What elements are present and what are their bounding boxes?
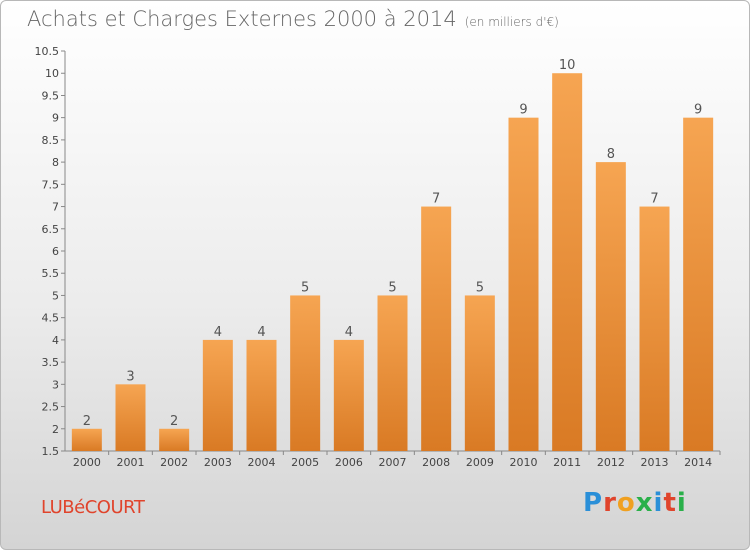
y-tick-label: 2.5 [42,401,60,414]
data-label: 8 [607,147,615,162]
y-tick-label: 9 [52,112,59,125]
data-label: 3 [126,369,134,384]
y-tick-label: 3 [52,378,59,391]
logo-letter: i [676,488,687,518]
location-label: LUBéCOURT [41,497,145,518]
x-tick-label: 2005 [291,456,319,469]
chart-subtitle: (en milliers d'€) [464,15,559,29]
y-tick-label: 10.5 [35,45,60,58]
x-tick-label: 2009 [466,456,494,469]
logo-letter: i [653,488,664,518]
y-tick-label: 8 [52,156,59,169]
x-tick-label: 2010 [510,456,538,469]
y-tick-label: 3.5 [42,356,60,369]
data-label: 9 [694,103,702,118]
y-tick-label: 4.5 [42,312,60,325]
y-tick-label: 1.5 [42,445,60,458]
data-label: 5 [301,280,309,295]
data-label: 7 [432,192,440,207]
x-tick-label: 2003 [204,456,232,469]
logo-letter: P [583,488,604,518]
bar [377,295,408,451]
x-tick-label: 2014 [684,456,712,469]
x-tick-label: 2004 [248,456,276,469]
y-tick-label: 4 [52,334,59,347]
chart-title: Achats et Charges Externes 2000 à 2014 (e… [27,7,559,31]
bar [508,117,539,452]
bar [683,117,714,452]
bar [202,339,233,451]
bar [246,339,277,451]
bar [159,428,190,451]
y-tick-label: 6.5 [42,223,60,236]
y-tick-label: 5.5 [42,267,60,280]
data-label: 7 [650,192,658,207]
x-tick-label: 2011 [553,456,581,469]
y-tick-label: 5 [52,289,59,302]
bar [290,295,321,451]
y-tick-label: 7 [52,201,59,214]
x-tick-label: 2006 [335,456,363,469]
data-label: 2 [170,414,178,429]
x-tick-label: 2008 [422,456,450,469]
data-label: 9 [519,103,527,118]
bar [552,73,583,451]
y-tick-label: 10 [45,67,59,80]
data-label: 2 [83,414,91,429]
logo-letter: x [635,488,654,518]
x-tick-label: 2007 [379,456,407,469]
logo-letter: r [603,488,617,518]
data-label: 5 [476,280,484,295]
bar [71,428,102,451]
bar [639,206,670,451]
x-tick-label: 2001 [117,456,145,469]
bar [595,162,626,451]
data-label: 10 [559,58,576,73]
bar [115,384,146,451]
logo-letter: o [616,488,636,518]
proxiti-logo: Proxiti [583,488,687,518]
data-label: 5 [388,280,396,295]
y-tick-label: 6 [52,245,59,258]
x-tick-label: 2012 [597,456,625,469]
y-tick-label: 8.5 [42,134,60,147]
x-tick-label: 2002 [160,456,188,469]
x-tick-label: 2013 [641,456,669,469]
y-tick-label: 7.5 [42,178,60,191]
bar [464,295,495,451]
y-tick-label: 2 [52,423,59,436]
data-label: 4 [214,325,222,340]
data-label: 4 [257,325,265,340]
x-tick-label: 2000 [73,456,101,469]
y-tick-label: 9.5 [42,89,60,102]
bar [333,339,364,451]
logo-letter: t [663,488,677,518]
bar [421,206,452,451]
data-label: 4 [345,325,353,340]
